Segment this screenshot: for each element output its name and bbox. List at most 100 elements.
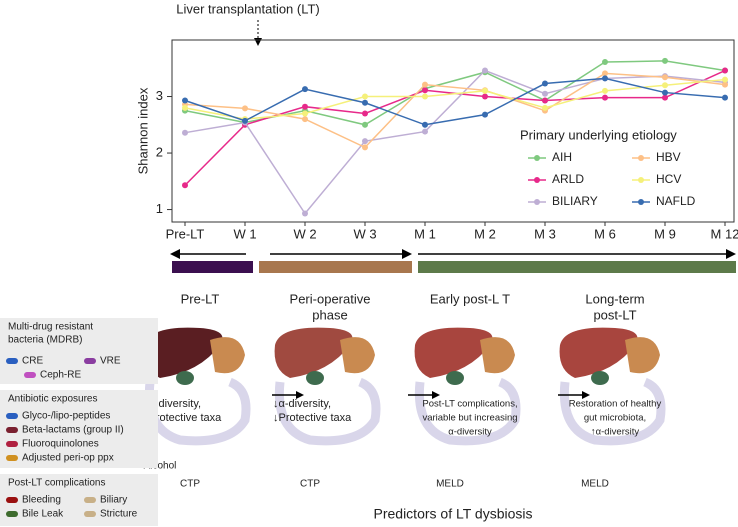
key-icon [84,358,96,364]
key-title: Post-LT complications [8,478,105,489]
phase-bar [172,261,253,273]
point [182,104,188,111]
point [542,80,548,87]
x-tick-label: M 9 [654,226,676,241]
liver [414,327,493,378]
point [482,93,488,100]
gallbladder [306,371,324,385]
legend-dot [638,199,644,205]
key-item: Ceph-RE [40,370,81,381]
plot-frame [171,39,735,223]
phase-title: Pre-LT [181,291,220,306]
gallbladder [591,371,609,385]
point [242,117,248,124]
phase-title: Early post-L T [430,291,510,306]
x-tick-label: Pre-LT [166,226,205,241]
stomach [340,337,375,374]
x-tick-label: M 1 [414,226,436,241]
point [362,99,368,106]
phase-text: Post-LT complications, [422,399,517,410]
phase-text: ↓Protective taxa [273,412,352,424]
liver [274,327,353,378]
point [662,74,668,81]
x-tick-label: W 1 [233,226,256,241]
x-tick-label: W 2 [293,226,316,241]
legend-label: HBV [656,150,681,164]
phase-text: ↑α-diversity [591,427,639,438]
key-icon [6,455,18,461]
point [662,57,668,64]
point [362,121,368,128]
phase-bar [418,261,736,273]
key-panel [0,474,158,526]
key-item: Bile Leak [22,509,64,520]
point [422,87,428,94]
point [722,67,728,74]
predictor-label: CTP [300,479,320,490]
point [662,82,668,89]
key-icon [6,413,18,419]
timeline-head [402,249,412,259]
lt-arrow-head [254,38,262,46]
flow-arrow-head [296,391,304,399]
point [662,94,668,101]
point [482,87,488,94]
phase-title: post-LT [593,307,636,322]
point [602,94,608,101]
phase-title: phase [312,307,347,322]
point [242,105,248,112]
x-tick-label: W 3 [353,226,376,241]
flow-arrow-head [582,391,590,399]
predictor-label: MELD [581,479,609,490]
key-icon [84,511,96,517]
intestine [559,377,666,446]
key-icon [6,511,18,517]
intestine [414,377,521,446]
point [542,90,548,97]
key-title: Multi-drug resistant [8,322,93,333]
predictor-label: CTP [180,479,200,490]
key-icon [6,358,18,364]
point [182,182,188,189]
key-title: bacteria (MDRB) [8,335,82,346]
stomach [625,337,660,374]
key-title: Antibiotic exposures [8,394,98,405]
key-item: Bleeding [22,495,61,506]
point [542,97,548,104]
point [302,103,308,110]
point [422,128,428,135]
point [422,93,428,100]
phase-text: Restoration of healthy [569,399,662,410]
series-line [184,77,726,126]
liver [559,327,638,378]
gallbladder [176,371,194,385]
intestine [274,377,381,446]
y-tick-label: 2 [156,144,163,159]
x-tick-label: M 3 [534,226,556,241]
point [182,129,188,136]
point [302,210,308,217]
legend-label: ARLD [552,172,584,186]
timeline-head [726,249,736,259]
point [602,59,608,66]
key-icon [24,372,36,378]
predictor-label: Alcohol [144,461,177,472]
point [722,76,728,83]
phase-bar [259,261,412,273]
key-item: VRE [100,356,121,367]
key-item: Glyco-/lipo-peptides [22,411,110,422]
phase-text: gut microbiota, [584,413,646,424]
legend-dot [534,199,540,205]
point [482,67,488,74]
key-item: Beta-lactams (group II) [22,425,124,436]
point [302,110,308,117]
point [722,94,728,101]
annotation: Liver transplantation (LT) [176,1,320,16]
series-line [184,69,726,215]
legend-dot [638,155,644,161]
y-axis-label: Shannon index [135,87,150,174]
footer: Predictors of LT dysbiosis [374,506,533,522]
phase-text: ↓α-diversity, [273,398,331,410]
phase-title: Peri-operative [290,291,371,306]
